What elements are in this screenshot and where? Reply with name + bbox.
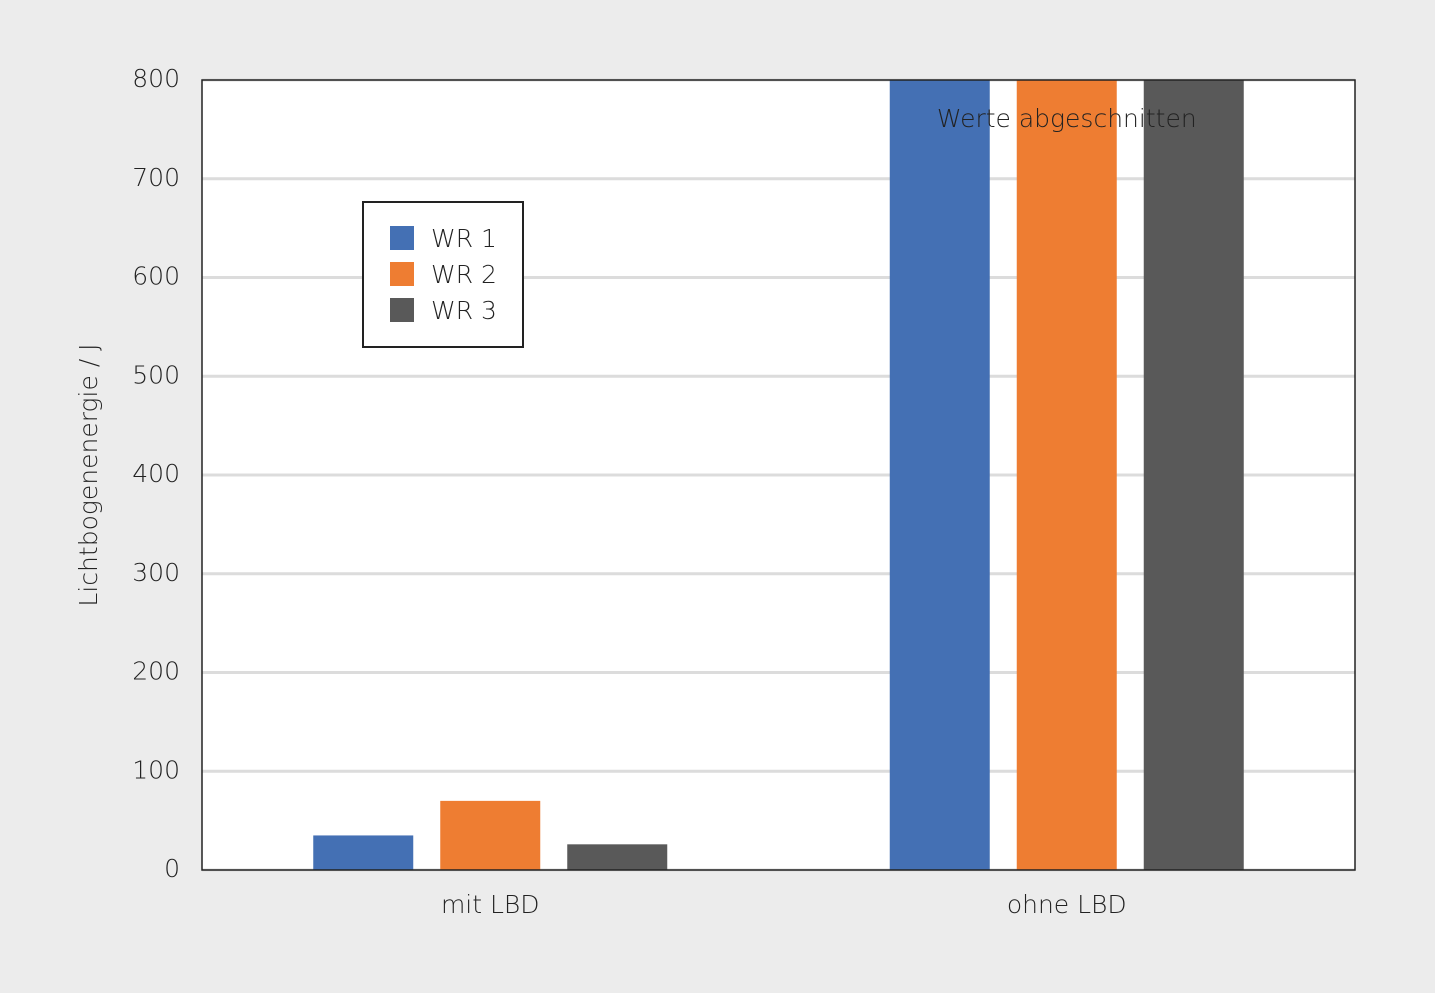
legend-swatch: [390, 262, 414, 286]
legend-label: WR 2: [431, 260, 497, 289]
y-tick-label: 200: [132, 657, 180, 686]
y-tick-label: 0: [164, 854, 180, 883]
bar: [440, 800, 541, 870]
y-tick-label: 700: [132, 163, 180, 192]
y-tick-label: 600: [132, 262, 180, 291]
bar: [313, 835, 414, 870]
annotation: Werte abgeschnitten: [937, 104, 1197, 133]
y-tick-label: 100: [132, 755, 180, 784]
bar: [567, 844, 668, 870]
y-axis-label: Lichtbogenenergie / J: [74, 343, 103, 606]
y-tick-label: 500: [132, 360, 180, 389]
x-tick-label: mit LBD: [441, 890, 540, 919]
x-tick-label: ohne LBD: [1007, 890, 1127, 919]
bar: [889, 80, 990, 870]
bar: [1016, 80, 1117, 870]
bar: [1143, 80, 1244, 870]
legend-label: WR 1: [431, 224, 497, 253]
legend-swatch: [390, 226, 414, 250]
legend-label: WR 3: [431, 296, 497, 325]
legend-box: [362, 201, 524, 348]
y-tick-label: 400: [132, 459, 180, 488]
plot-border: [201, 79, 1356, 871]
y-tick-label: 800: [132, 64, 180, 93]
y-tick-label: 300: [132, 558, 180, 587]
legend-swatch: [390, 298, 414, 322]
